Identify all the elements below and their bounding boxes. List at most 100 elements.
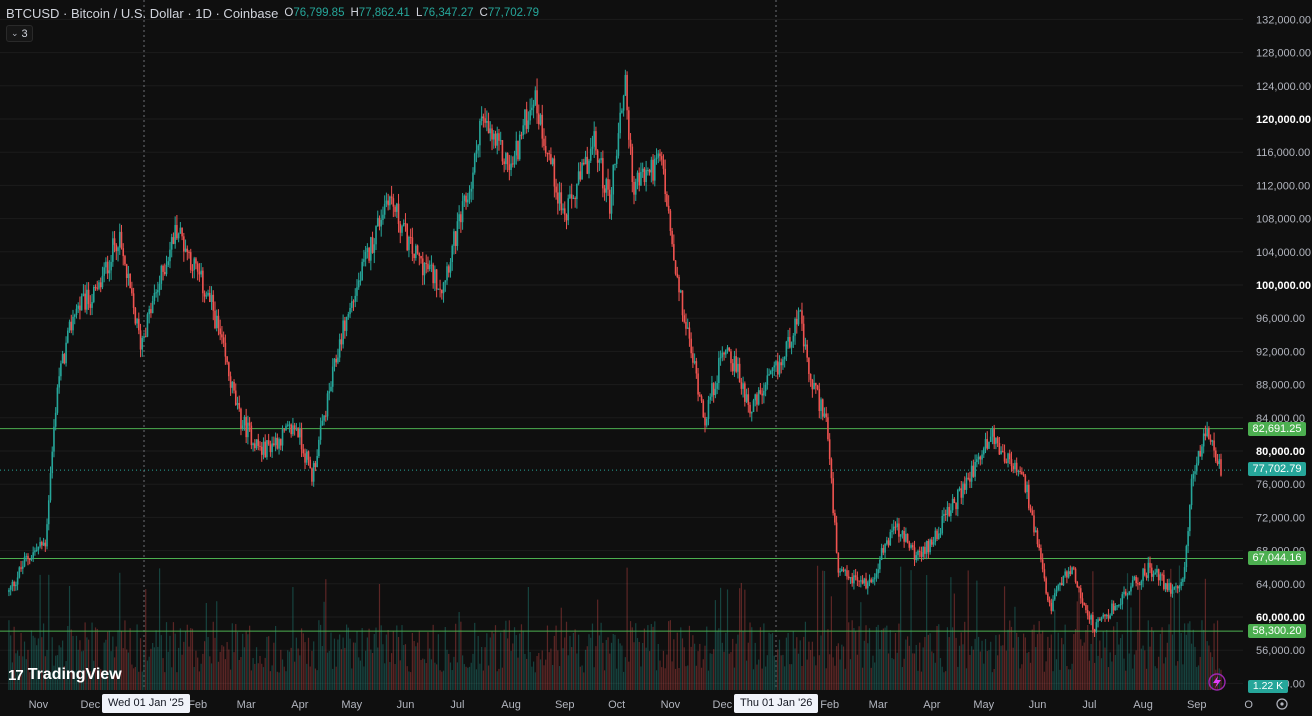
hline-price-tag-1[interactable]: 82,691.25 [1248,422,1306,436]
volume-bar-559 [976,580,978,690]
candle-157 [279,438,282,451]
volume-bar-493 [861,667,864,690]
candle-442 [773,361,776,376]
candle-123 [221,326,223,345]
candle-376 [659,149,661,162]
symbol-title[interactable]: BTCUSD · Bitcoin / U.S. Dollar · 1D · Co… [6,5,279,21]
volume-bar-338 [593,667,595,690]
volume-bar-117 [210,663,213,690]
volume-bar-698 [1216,620,1219,690]
candle-570 [995,437,997,450]
gear-icon[interactable] [1276,698,1288,710]
candle-674 [1175,582,1177,593]
tradingview-logo[interactable]: 17 TradingView [8,666,122,684]
volume-bar-281 [494,625,497,690]
candle-551 [962,481,964,505]
volume-bar-108 [195,650,197,690]
time-axis[interactable]: Nov Dec Feb Mar Apr May Jun Jul Aug Sep Oct Nov Dec F… [29,699,1254,711]
candle-32 [63,352,66,365]
volume-bar-193 [342,637,344,690]
volume-bar-601 [1048,647,1051,690]
candle-685 [1194,465,1196,482]
lightning-icon[interactable] [1208,673,1226,691]
volume-bar-425 [744,589,746,690]
candle-107 [193,256,196,279]
volume-bar-417 [730,652,732,690]
candle-314 [551,157,554,167]
candle-516 [901,529,904,539]
candle-374 [655,148,658,165]
volume-bar-112 [202,653,204,690]
volume-bar-380 [666,654,668,690]
volume-bar-569 [993,669,995,690]
candle-569 [993,424,995,450]
volume-bar-574 [1002,645,1004,690]
volume-bar-41 [79,640,81,690]
volume-bar-448 [784,666,786,690]
volume-bar-115 [207,636,209,690]
price-axis[interactable]: 132,000.00 128,000.00 124,000.00 120,000.00… [1256,14,1311,690]
candle-643 [1121,591,1124,610]
volume-bar-206 [365,650,367,690]
volume-bar-286 [503,629,505,690]
volume-bar-255 [449,662,452,690]
volume-bar-7 [20,632,22,690]
volume-bar-547 [955,637,957,690]
volume-bar-343 [602,642,604,690]
candle-633 [1104,613,1106,622]
candle-298 [524,109,526,135]
candle-268 [472,167,474,200]
candle-271 [477,143,479,158]
volume-bar-316 [555,625,557,690]
candle-668 [1164,582,1167,593]
volume-bar-544 [950,577,952,690]
candle-41 [79,296,81,320]
candle-269 [473,152,476,175]
hline-price-tag-2[interactable]: 67,044.16 [1248,551,1306,565]
volume-bar-77 [141,671,143,690]
volume-bar-36 [70,629,72,690]
candle-204 [361,258,363,281]
hline-price-tag-3[interactable]: 58,300.20 [1248,624,1306,638]
volume-bar-648 [1130,607,1132,690]
candle-686 [1195,456,1198,475]
candle-486 [849,577,852,584]
volume-bar-26 [53,665,55,690]
volume-bar-44 [84,622,86,690]
volume-bar-394 [690,646,692,690]
volume-bar-35 [68,585,71,690]
candle-57 [106,255,109,280]
candle-489 [854,568,857,581]
candle-652 [1137,577,1139,590]
candle-682 [1189,504,1191,537]
volume-bar-170 [302,633,304,690]
volume-bar-653 [1139,582,1141,690]
candle-696 [1213,432,1215,458]
candle-70 [129,273,131,289]
volume-bar-174 [309,666,311,690]
volume-bar-557 [972,649,974,690]
volume-bar-391 [685,666,687,690]
volume-bar-20 [42,623,45,690]
candle-580 [1012,463,1015,474]
candle-245 [432,262,434,289]
candle-212 [375,225,377,251]
candle-80 [146,312,149,338]
candle-524 [915,551,918,563]
candle-329 [577,162,580,186]
candle-553 [965,472,968,494]
indicators-toggle-button[interactable]: ⌄ 3 [6,25,33,42]
volume-bar-54 [101,670,104,690]
candle-198 [350,295,353,313]
candle-690 [1202,428,1205,454]
volume-bar-244 [430,659,433,690]
volume-bar-63 [117,630,119,690]
candle-575 [1003,444,1006,464]
volume-bar-122 [219,651,221,690]
volume-bar-114 [205,603,207,690]
candle-267 [470,181,473,203]
volume-bar-657 [1145,668,1148,690]
candle-697 [1215,447,1217,463]
